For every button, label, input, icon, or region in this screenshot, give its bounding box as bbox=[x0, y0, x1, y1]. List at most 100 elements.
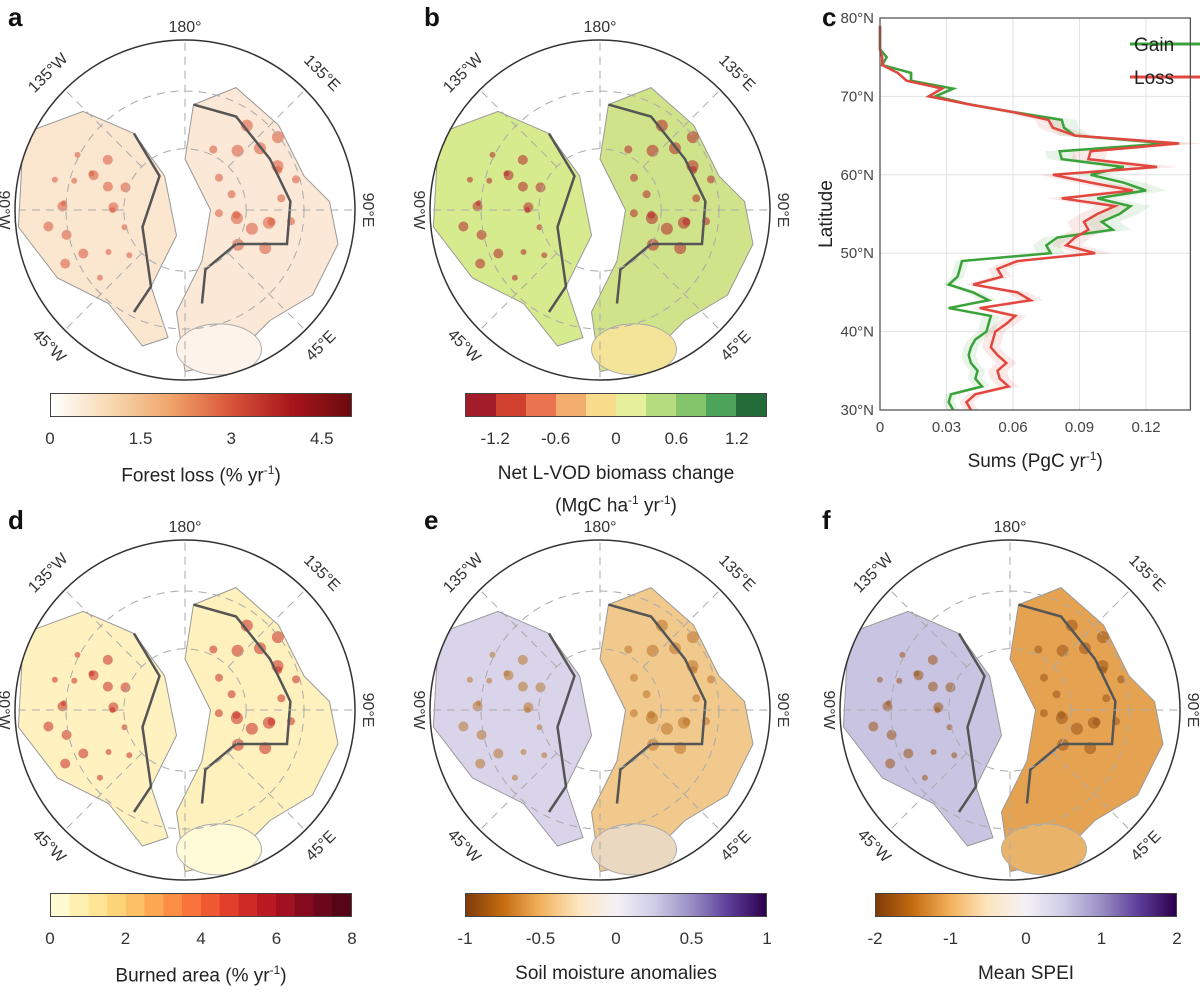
data-spot bbox=[899, 651, 906, 658]
data-spot bbox=[96, 274, 103, 281]
longitude-label-ll: 45°W bbox=[444, 826, 484, 866]
unit-tail: ) bbox=[280, 965, 287, 987]
panel-label-a: a bbox=[8, 2, 23, 32]
data-spot bbox=[292, 675, 300, 684]
colorbar-tick: 0 bbox=[1021, 929, 1031, 948]
x-tick-label: 0.03 bbox=[932, 419, 961, 436]
longitude-label-top: 180° bbox=[168, 519, 201, 536]
data-spot bbox=[1052, 690, 1061, 699]
data-spot bbox=[682, 217, 691, 226]
data-spot bbox=[629, 709, 638, 718]
data-spot bbox=[476, 729, 487, 740]
data-spot bbox=[126, 752, 133, 759]
data-spot bbox=[209, 645, 218, 654]
data-spot bbox=[230, 212, 243, 225]
longitude-label-top: 180° bbox=[583, 519, 616, 536]
data-spot bbox=[882, 701, 893, 712]
panel-label-b: b bbox=[424, 2, 440, 32]
panel-label-e: e bbox=[424, 505, 439, 535]
colorbar-label: Forest loss (% yr-1) bbox=[121, 463, 281, 487]
y-tick-label: 40°N bbox=[840, 324, 874, 341]
colorbar-tick: 0 bbox=[611, 929, 621, 948]
data-spot bbox=[645, 212, 658, 225]
unit-exponent: -1 bbox=[269, 963, 281, 977]
data-spot bbox=[108, 202, 119, 213]
data-spot bbox=[903, 748, 914, 759]
colorbar-tick: 0 bbox=[611, 429, 621, 448]
data-spot bbox=[660, 722, 673, 735]
data-spot bbox=[215, 173, 223, 182]
data-spot bbox=[78, 748, 89, 759]
data-spot bbox=[1102, 694, 1111, 703]
data-spot bbox=[120, 182, 131, 193]
data-spot bbox=[876, 676, 883, 683]
north-america-region bbox=[432, 610, 593, 847]
unit-part: yr bbox=[638, 495, 660, 517]
data-spot bbox=[1117, 675, 1125, 684]
colorbar-tick: 0.5 bbox=[679, 929, 704, 948]
data-spot bbox=[933, 702, 944, 713]
data-spot bbox=[921, 774, 928, 781]
data-spot bbox=[642, 190, 651, 199]
data-spot bbox=[707, 675, 715, 684]
europe-region bbox=[176, 323, 262, 376]
y-tick-label: 60°N bbox=[840, 167, 874, 184]
data-spot bbox=[267, 217, 276, 226]
graticule-meridian bbox=[479, 752, 558, 831]
data-spot bbox=[61, 229, 72, 240]
colorbar-tick: 2 bbox=[120, 929, 131, 948]
data-spot bbox=[630, 673, 638, 682]
data-spot bbox=[927, 654, 938, 665]
europe-region bbox=[176, 823, 262, 876]
graticule-meridian bbox=[889, 752, 968, 831]
unit-exponent: -1 bbox=[263, 463, 275, 477]
data-spot bbox=[105, 749, 112, 755]
colorbar-tick: -1 bbox=[942, 929, 959, 948]
data-spot bbox=[466, 676, 473, 683]
data-spot bbox=[1056, 644, 1069, 657]
coastline bbox=[957, 632, 986, 813]
data-spot bbox=[245, 222, 258, 235]
map-border bbox=[429, 539, 771, 881]
data-spot bbox=[646, 144, 659, 157]
graticule-meridian bbox=[1052, 589, 1131, 668]
graticule-meridian bbox=[227, 252, 306, 331]
graticule-meridian bbox=[64, 752, 143, 831]
map-border bbox=[429, 39, 771, 381]
series-line-loss bbox=[878, 25, 1180, 411]
data-spot bbox=[1039, 709, 1048, 718]
colorbar-tick: 1.2 bbox=[724, 429, 749, 448]
data-spot bbox=[472, 201, 483, 212]
colorbar-f bbox=[875, 893, 1177, 917]
data-spot bbox=[642, 690, 651, 699]
y-tick-label: 30°N bbox=[840, 402, 874, 419]
data-spot bbox=[655, 619, 668, 632]
x-axis-label-tail: ) bbox=[1096, 451, 1102, 472]
coastline bbox=[193, 103, 292, 304]
graticule-meridian bbox=[227, 89, 306, 168]
longitude-label-ll: 45°W bbox=[854, 826, 894, 866]
longitude-label-left: 90°W bbox=[0, 690, 12, 730]
data-spot bbox=[523, 702, 534, 713]
colorbar-tick: 8 bbox=[347, 929, 357, 948]
data-spot bbox=[503, 170, 510, 177]
graticule-meridian bbox=[227, 589, 306, 668]
data-spot bbox=[277, 194, 286, 203]
x-tick-label: 0.09 bbox=[1065, 419, 1094, 436]
colorbar-tick: -0.6 bbox=[540, 429, 571, 448]
longitude-label-ll: 45°W bbox=[444, 326, 484, 366]
x-tick-label: 0 bbox=[876, 419, 884, 436]
data-spot bbox=[692, 194, 701, 203]
graticule-meridian bbox=[479, 89, 558, 168]
colorbar-label: Burned area (% yr-1) bbox=[115, 963, 286, 987]
colorbar-label: Net L-VOD biomass change bbox=[498, 463, 735, 485]
unit-tail: ) bbox=[274, 465, 281, 487]
data-spot bbox=[231, 644, 244, 657]
unit-part: (MgC ha bbox=[555, 495, 629, 517]
colorbar-tick: -2 bbox=[867, 929, 883, 948]
colorbar-tick: 2 bbox=[1172, 929, 1182, 948]
unit-part: ) bbox=[670, 495, 677, 517]
data-spot bbox=[214, 709, 223, 718]
graticule-meridian bbox=[479, 589, 558, 668]
